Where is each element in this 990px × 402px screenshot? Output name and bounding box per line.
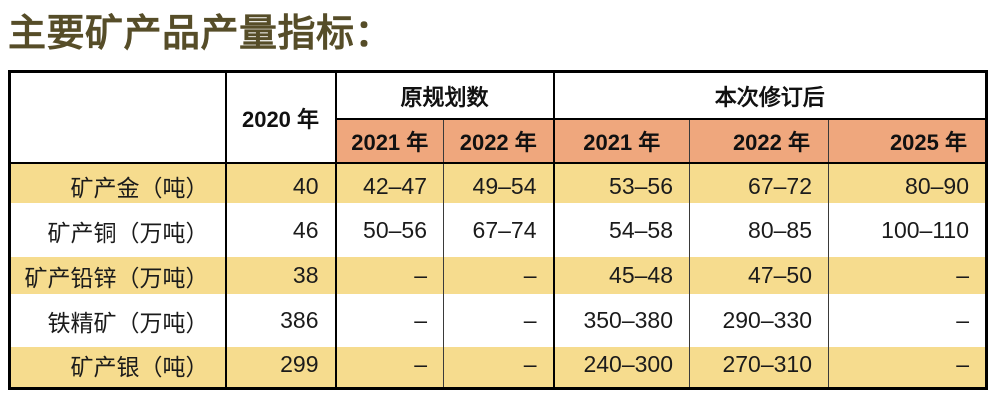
- value-cell: –: [443, 343, 555, 388]
- value-cell: 67–74: [443, 208, 555, 253]
- value-cell: –: [443, 298, 555, 343]
- value-cell: 67–72: [689, 163, 829, 208]
- value-cell: 42–47: [335, 163, 444, 208]
- value-cell: 50–56: [335, 208, 444, 253]
- value-cell: –: [335, 343, 444, 388]
- value-cell: 47–50: [689, 253, 829, 298]
- value-cell: 46: [225, 208, 337, 253]
- value-cell: 240–300: [553, 343, 690, 388]
- value-cell: 40: [225, 163, 337, 208]
- value-cell: 350–380: [553, 298, 690, 343]
- value-cell: –: [828, 343, 987, 388]
- col-header-rev-2025: 2025 年: [828, 119, 987, 164]
- value-cell: –: [335, 298, 444, 343]
- value-cell: 53–56: [553, 163, 690, 208]
- col-header-orig-2021: 2021 年: [335, 119, 444, 164]
- table-row-lead-zinc: 矿产铅锌（万吨） 38 – – 45–48 47–50 –: [9, 253, 987, 298]
- value-cell: 299: [225, 343, 337, 388]
- group-header-original-plan: 原规划数: [335, 71, 555, 120]
- value-cell: 100–110: [828, 208, 987, 253]
- value-cell: 386: [225, 298, 337, 343]
- value-cell: –: [828, 298, 987, 343]
- group-header-revised: 本次修订后: [553, 71, 987, 120]
- row-label: 铁精矿（万吨）: [9, 298, 227, 343]
- col-header-rev-2022: 2022 年: [689, 119, 829, 164]
- col-header-rev-2021: 2021 年: [553, 119, 690, 164]
- mineral-production-table: 2020 年 原规划数 本次修订后 2021 年 2022 年 2021 年 2…: [8, 70, 988, 390]
- header-row-groups: 2020 年 原规划数 本次修订后: [9, 71, 987, 164]
- value-cell: 45–48: [553, 253, 690, 298]
- table-row-copper: 矿产铜（万吨） 46 50–56 67–74 54–58 80–85 100–1…: [9, 208, 987, 253]
- table-row-gold: 矿产金（吨） 40 42–47 49–54 53–56 67–72 80–90: [9, 163, 987, 208]
- value-cell: –: [443, 253, 555, 298]
- corner-cell: [9, 71, 227, 164]
- value-cell: 54–58: [553, 208, 690, 253]
- col-header-orig-2022: 2022 年: [443, 119, 555, 164]
- value-cell: 270–310: [689, 343, 829, 388]
- value-cell: 38: [225, 253, 337, 298]
- table-row-silver: 矿产银（吨） 299 – – 240–300 270–310 –: [9, 343, 987, 388]
- value-cell: 290–330: [689, 298, 829, 343]
- value-cell: –: [828, 253, 987, 298]
- row-label: 矿产银（吨）: [9, 343, 227, 388]
- row-label: 矿产铅锌（万吨）: [9, 253, 227, 298]
- page-title: 主要矿产品产量指标：: [8, 13, 394, 55]
- col-header-2020: 2020 年: [225, 71, 337, 164]
- table-row-iron-concentrate: 铁精矿（万吨） 386 – – 350–380 290–330 –: [9, 298, 987, 343]
- header-row-years: 2021 年 2022 年 2021 年 2022 年 2025 年: [10, 119, 987, 164]
- value-cell: –: [335, 253, 444, 298]
- value-cell: 80–85: [689, 208, 829, 253]
- row-label: 矿产金（吨）: [9, 163, 227, 208]
- value-cell: 80–90: [828, 163, 987, 208]
- value-cell: 49–54: [443, 163, 555, 208]
- row-label: 矿产铜（万吨）: [9, 208, 227, 253]
